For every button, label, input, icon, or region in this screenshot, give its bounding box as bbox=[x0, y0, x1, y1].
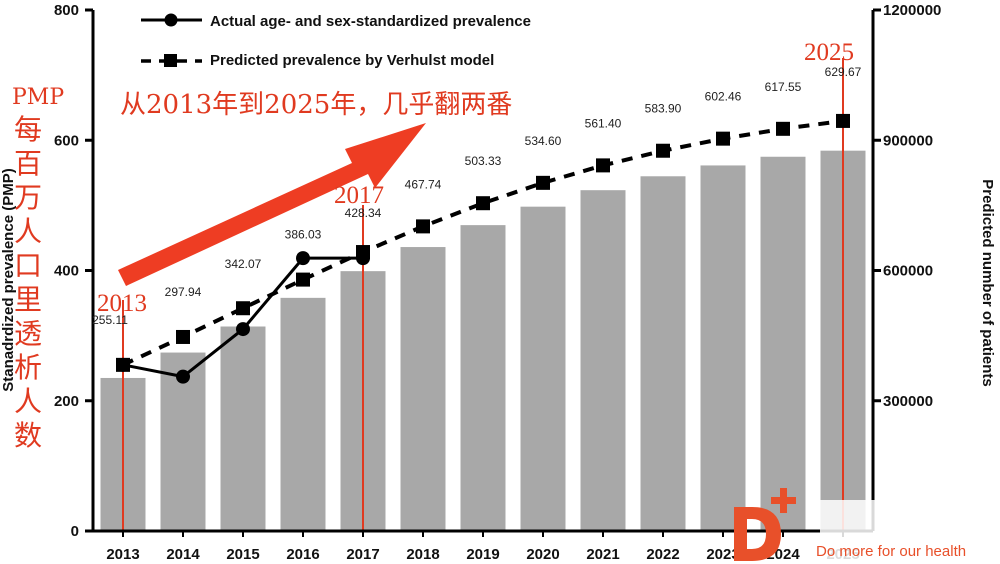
pmp-chinese-char: 透 bbox=[14, 317, 42, 350]
data-labels: 255.11 297.94 342.07 386.03 428.34 467.74 503.… bbox=[92, 65, 862, 327]
x-tick-label: 2019 bbox=[466, 546, 499, 563]
legend-predicted-label: Predicted prevalence by Verhulst model bbox=[210, 52, 494, 69]
y-left-tick-label: 0 bbox=[71, 523, 79, 540]
actual-point-2017 bbox=[356, 251, 370, 266]
pmp-chinese-char: 数 bbox=[14, 419, 42, 452]
arrow-annotation: 从2013年到2025年，几乎翻两番 bbox=[120, 90, 512, 120]
predicted-point-2021 bbox=[596, 158, 610, 173]
x-tick-label: 2016 bbox=[286, 546, 319, 563]
data-label-2021: 561.40 bbox=[585, 116, 622, 130]
y-right-tick-label: 1200000 bbox=[883, 2, 941, 19]
predicted-point-2024 bbox=[776, 121, 790, 136]
actual-point-2014 bbox=[176, 369, 190, 384]
data-label-2018: 467.74 bbox=[405, 177, 442, 191]
legend-predicted-marker bbox=[164, 54, 177, 67]
x-tick-label: 2013 bbox=[106, 546, 139, 563]
pmp-chinese-char: 每 bbox=[14, 113, 42, 146]
x-tick-label: 2014 bbox=[166, 546, 200, 563]
pmp-chinese-char: 里 bbox=[14, 283, 42, 316]
bar-2021 bbox=[580, 190, 626, 531]
data-label-2022: 583.90 bbox=[645, 102, 682, 116]
data-label-2016: 386.03 bbox=[285, 228, 322, 242]
x-tick-label: 2017 bbox=[346, 546, 379, 563]
y-right-tick-label: 600000 bbox=[883, 263, 933, 280]
line-series bbox=[116, 113, 850, 384]
y-left-tick-label: 400 bbox=[54, 263, 79, 280]
y-left-axis-title: Stanadrdized prevalence (PMP) bbox=[0, 168, 17, 391]
bar-2023 bbox=[700, 165, 746, 531]
bar-2018 bbox=[400, 247, 446, 531]
actual-point-2015 bbox=[236, 322, 250, 337]
pmp-label: PMP bbox=[12, 85, 64, 110]
pmp-chinese-char: 万 bbox=[14, 181, 42, 214]
predicted-point-2014 bbox=[176, 329, 190, 344]
predicted-point-2019 bbox=[476, 196, 490, 211]
watermark-backdrop bbox=[820, 500, 1000, 564]
legend-actual-marker bbox=[164, 13, 178, 27]
watermark-text: Do more for our health bbox=[816, 543, 966, 560]
bar-2022 bbox=[640, 176, 686, 531]
x-tick-label: 2022 bbox=[646, 546, 679, 563]
pmp-chinese-char: 百 bbox=[14, 147, 42, 180]
predicted-point-2022 bbox=[656, 143, 670, 158]
legend-actual-label: Actual age- and sex-standardized prevale… bbox=[210, 13, 531, 30]
year-annotation-2025: 2025 bbox=[804, 39, 854, 66]
data-label-2017: 428.34 bbox=[345, 206, 382, 220]
year-annotation-2017: 2017 bbox=[334, 182, 384, 209]
y-left-tick-label: 600 bbox=[54, 132, 79, 149]
predicted-point-2016 bbox=[296, 272, 310, 287]
trend-arrow-shape bbox=[118, 123, 426, 286]
year-annotation-2013: 2013 bbox=[97, 290, 147, 317]
data-label-2025: 629.67 bbox=[825, 65, 862, 79]
bar-2020 bbox=[520, 206, 566, 532]
bar-2024 bbox=[760, 156, 806, 531]
trend-arrow bbox=[118, 123, 426, 286]
actual-point-2013 bbox=[116, 357, 130, 372]
watermark-logo-icon bbox=[734, 507, 781, 561]
watermark: Do more for our health bbox=[734, 488, 1000, 564]
data-label-2020: 534.60 bbox=[525, 134, 562, 148]
y-left-tick-label: 200 bbox=[54, 393, 79, 410]
actual-point-2016 bbox=[296, 251, 310, 266]
bar-2016 bbox=[280, 297, 326, 531]
y-left-tick-label: 800 bbox=[54, 2, 79, 19]
pmp-chinese-char: 口 bbox=[14, 249, 42, 282]
x-tick-label: 2020 bbox=[526, 546, 559, 563]
x-tick-label: 2023 bbox=[706, 546, 739, 563]
y-right-tick-label: 900000 bbox=[883, 132, 933, 149]
pmp-chinese-char: 析 bbox=[14, 351, 42, 384]
predicted-point-2023 bbox=[716, 131, 730, 146]
predicted-point-2018 bbox=[416, 219, 430, 234]
bar-2015 bbox=[220, 326, 266, 531]
predicted-point-2025 bbox=[836, 113, 850, 128]
data-label-2023: 602.46 bbox=[705, 90, 742, 104]
legend: Actual age- and sex-standardized prevale… bbox=[141, 13, 531, 69]
watermark-plus-icon bbox=[771, 488, 796, 513]
bar-2019 bbox=[460, 225, 506, 531]
data-label-2014: 297.94 bbox=[165, 285, 202, 299]
pmp-chinese-char: 人 bbox=[14, 385, 42, 418]
data-label-2019: 503.33 bbox=[465, 154, 502, 168]
x-tick-label: 2018 bbox=[406, 546, 439, 563]
predicted-point-2015 bbox=[236, 301, 250, 316]
y-right-axis-title: Predicted number of patients bbox=[979, 179, 996, 387]
y-right-tick-label: 300000 bbox=[883, 393, 933, 410]
data-label-2015: 342.07 bbox=[225, 257, 262, 271]
x-tick-label: 2015 bbox=[226, 546, 259, 563]
data-label-2013: 255.11 bbox=[92, 313, 128, 327]
x-tick-label: 2021 bbox=[586, 546, 619, 563]
data-label-2024: 617.55 bbox=[765, 80, 802, 94]
predicted-point-2020 bbox=[536, 175, 550, 190]
pmp-chinese-char: 人 bbox=[14, 215, 42, 248]
